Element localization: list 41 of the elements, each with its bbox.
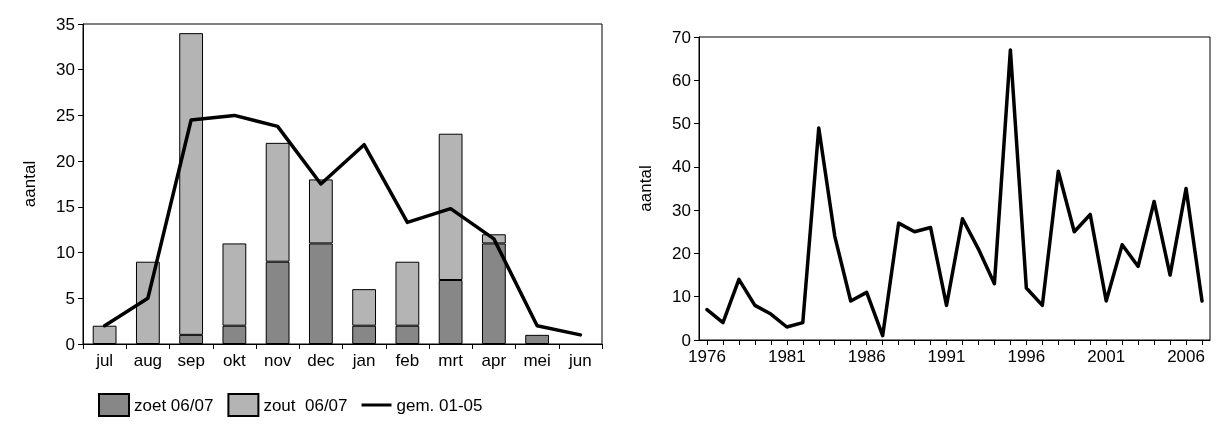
x-tick-label: nov xyxy=(263,351,292,370)
x-tick-label: jul xyxy=(95,351,114,370)
y-tick-label: 30 xyxy=(56,60,75,80)
y-tick-label: 60 xyxy=(672,70,691,90)
legend-label: zoet 06/07 xyxy=(134,395,214,415)
x-tick-label: 1991 xyxy=(927,347,966,366)
legend-label: gem. 01-05 xyxy=(396,395,483,415)
y-tick-label: 30 xyxy=(672,200,691,220)
y-tick-label: 20 xyxy=(56,151,75,171)
y-tick-label: 50 xyxy=(672,114,691,134)
y-tick-label: 10 xyxy=(56,243,75,263)
x-tick-label: feb xyxy=(395,351,420,370)
line-series xyxy=(705,48,1204,338)
y-tick-label: 25 xyxy=(56,105,75,125)
y-tick-label: 70 xyxy=(672,27,691,47)
y-axis-title: aantal xyxy=(636,165,655,212)
y-tick-label: 5 xyxy=(65,288,75,308)
y-tick-label: 0 xyxy=(65,334,75,354)
x-tick-label: dec xyxy=(307,351,336,370)
x-tick-label: sep xyxy=(177,351,205,370)
y-tick-label: 40 xyxy=(672,157,691,177)
x-tick-label: 2001 xyxy=(1087,347,1126,366)
x-tick-label: 1981 xyxy=(767,347,806,366)
x-tick-label: jan xyxy=(351,351,376,370)
x-tick-label: 1986 xyxy=(847,347,886,366)
y-axis-title: aantal xyxy=(20,160,39,208)
x-tick-label: 1976 xyxy=(688,347,726,366)
x-tick-label: jun xyxy=(568,351,592,370)
y-tick-label: 35 xyxy=(56,14,75,34)
y-tick-label: 10 xyxy=(672,287,691,307)
x-tick-label: 1996 xyxy=(1007,347,1046,366)
x-tick-label: mei xyxy=(523,351,551,370)
x-tick-label: okt xyxy=(223,351,246,370)
x-tick-label: apr xyxy=(481,351,507,370)
y-tick-label: 15 xyxy=(56,197,75,217)
y-tick-label: 20 xyxy=(672,243,691,263)
x-tick-label: 2006 xyxy=(1167,347,1205,366)
x-tick-label: aug xyxy=(133,351,163,370)
y-tick-label: 0 xyxy=(681,330,691,350)
x-tick-label: mrt xyxy=(438,351,464,370)
legend-label: zout 06/07 xyxy=(263,395,348,415)
